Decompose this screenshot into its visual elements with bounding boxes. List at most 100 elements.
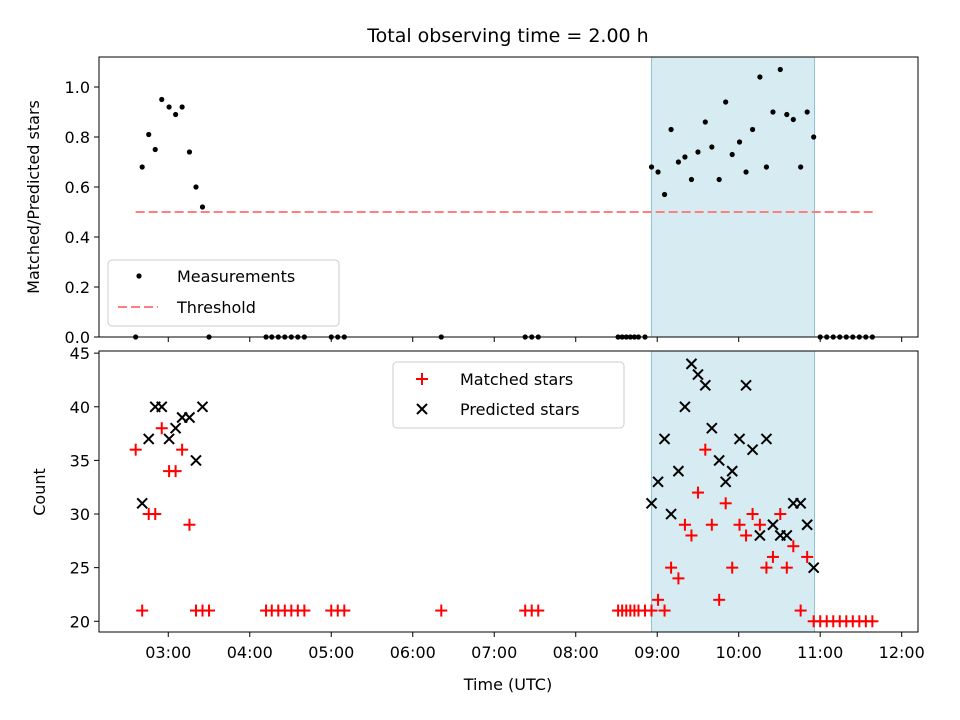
measurement-point xyxy=(661,191,668,198)
y-tick-label: 0.8 xyxy=(65,128,90,147)
measurement-point xyxy=(668,126,674,133)
measurement-point xyxy=(777,66,783,73)
matched-star-point xyxy=(746,508,759,521)
matched-star-point xyxy=(298,604,311,617)
x-tick-label: 07:00 xyxy=(471,643,517,662)
x-tick-label: 10:00 xyxy=(716,643,762,662)
matched-star-point xyxy=(780,561,793,574)
predicted-marker-b xyxy=(726,465,738,477)
predicted-marker-b xyxy=(163,433,175,445)
measurement-point xyxy=(159,96,165,103)
top-legend: Measurements Threshold xyxy=(107,259,340,327)
matched-star-point xyxy=(155,422,168,435)
predicted-marker-b xyxy=(156,401,168,413)
predicted-marker-b xyxy=(719,476,732,488)
bottom-highlight-layer xyxy=(651,350,816,633)
x-tick-label: 06:00 xyxy=(390,643,436,662)
observing-window-span xyxy=(651,350,816,633)
legend-predicted-marker xyxy=(416,403,428,415)
measurement-point xyxy=(139,164,145,170)
predicted-marker-b xyxy=(679,401,691,413)
matched-star-point xyxy=(801,550,814,563)
matched-star-point xyxy=(678,518,691,531)
measurement-point xyxy=(682,154,688,160)
y-tick-label: 40 xyxy=(70,398,90,417)
bottom-legend-box xyxy=(392,361,625,429)
top-highlight-layer xyxy=(651,56,816,338)
measurement-point xyxy=(784,111,790,118)
predicted-marker-b xyxy=(801,519,813,531)
predicted-star-point xyxy=(665,508,677,520)
measurement-point xyxy=(790,116,796,123)
matched-star-point xyxy=(787,540,800,553)
x-axis-title: Time (UTC) xyxy=(463,675,552,694)
predicted-star-point xyxy=(760,433,773,445)
measurement-point xyxy=(146,131,152,138)
matched-star-point xyxy=(794,604,807,617)
matched-star-point xyxy=(645,604,658,617)
legend-matched-marker xyxy=(416,373,428,385)
y-tick-label: 1.0 xyxy=(65,78,90,97)
predicted-marker-b xyxy=(652,476,664,488)
predicted-marker-b xyxy=(685,358,698,370)
predicted-marker-b xyxy=(713,454,725,467)
predicted-star-point xyxy=(190,454,202,467)
predicted-star-point xyxy=(733,433,746,445)
predicted-marker-b xyxy=(754,529,766,542)
y-tick-label: 30 xyxy=(70,505,90,524)
predicted-marker-b xyxy=(746,443,759,456)
predicted-star-point xyxy=(163,433,175,445)
predicted-marker-b xyxy=(645,497,658,510)
matched-star-point xyxy=(774,508,787,521)
matched-star-point xyxy=(733,518,746,531)
measurement-point xyxy=(695,149,701,155)
legend-measurements-label: Measurements xyxy=(177,267,295,286)
matched-star-point xyxy=(705,518,718,531)
y-tick-label: 35 xyxy=(70,451,90,470)
predicted-marker-b xyxy=(196,401,209,413)
predicted-star-point xyxy=(801,519,813,531)
measurement-point xyxy=(804,109,810,115)
bottom-panel: 20 25 30 35 40 45 03:00 04:00 05:00 06:00 07:00 08… xyxy=(30,344,925,694)
matched-star-point xyxy=(753,518,766,531)
top-panel: 0.0 0.2 0.4 0.6 0.8 1.0 Matched/Predicted sta… xyxy=(24,56,919,347)
measurement-point xyxy=(763,164,770,170)
measurement-point xyxy=(736,139,743,145)
matched-star-point xyxy=(183,518,196,531)
predicted-points-layer xyxy=(136,358,820,574)
predicted-star-point xyxy=(685,358,698,370)
legend-measurements-marker xyxy=(136,273,142,279)
matched-star-point xyxy=(652,593,665,606)
measurement-point xyxy=(179,104,185,110)
measurement-point xyxy=(716,176,722,183)
measurement-point xyxy=(723,99,729,105)
measurement-point xyxy=(166,104,172,110)
matched-star-point xyxy=(713,593,726,606)
legend-threshold-label: Threshold xyxy=(176,298,256,317)
y-tick-label: 0.2 xyxy=(65,278,90,297)
measurement-point xyxy=(193,184,199,190)
predicted-star-point xyxy=(183,411,196,424)
matched-star-point xyxy=(176,443,189,456)
predicted-star-point xyxy=(794,497,807,510)
matched-star-point xyxy=(169,465,182,478)
predicted-star-point xyxy=(169,422,182,434)
predicted-marker-b xyxy=(706,422,718,434)
predicted-marker-b xyxy=(781,529,793,542)
matched-star-point xyxy=(726,561,739,574)
predicted-star-point xyxy=(136,497,148,510)
predicted-star-point xyxy=(196,401,209,413)
measurement-point xyxy=(798,164,804,170)
x-tick-label: 03:00 xyxy=(145,643,191,662)
x-tick-label: 09:00 xyxy=(634,643,680,662)
measurement-point xyxy=(729,151,735,158)
y-tick-label: 45 xyxy=(70,344,90,363)
predicted-star-point xyxy=(740,379,752,392)
predicted-star-point xyxy=(713,454,725,467)
predicted-marker-b xyxy=(692,368,704,381)
predicted-marker-b xyxy=(672,465,685,477)
x-tick-label: 04:00 xyxy=(227,643,273,662)
measurement-point xyxy=(688,176,695,183)
bottom-x-ticks: 03:00 04:00 05:00 06:00 07:00 08:00 09:00 10:00… xyxy=(145,632,925,662)
